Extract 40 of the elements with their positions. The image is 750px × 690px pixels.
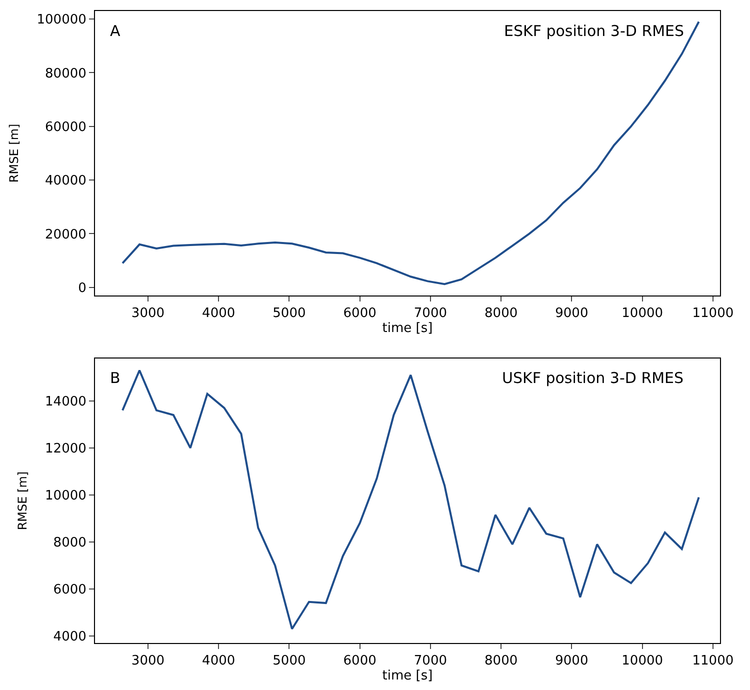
- line-series: [122, 369, 700, 630]
- x-tick-label: 6000: [343, 306, 376, 321]
- x-tick-label: 3000: [131, 306, 165, 321]
- y-axis-title: RMSE [m]: [15, 471, 30, 530]
- y-axis-title: RMSE [m]: [7, 124, 22, 183]
- x-tick-label: 10000: [622, 654, 663, 669]
- annotation: B: [110, 369, 120, 387]
- y-tick-label: 40000: [45, 174, 86, 189]
- x-tick-label: 11000: [692, 306, 734, 321]
- x-tick-label: 4000: [202, 306, 236, 321]
- y-tick-label: 80000: [45, 66, 86, 82]
- y-tick-label: 20000: [45, 227, 86, 242]
- annotation: ESKF position 3-D RMES: [504, 22, 684, 40]
- x-tick-label: 8000: [484, 654, 518, 669]
- x-tick-label: 9000: [555, 654, 588, 669]
- y-tick-label: 8000: [53, 535, 86, 550]
- x-axis-title: time [s]: [382, 321, 433, 336]
- x-tick-label: 6000: [343, 654, 376, 669]
- y-tick-label: 14000: [45, 394, 86, 410]
- y-tick-label: 0: [78, 280, 86, 296]
- y-tick-label: 60000: [45, 120, 86, 135]
- x-tick-label: 3000: [131, 654, 165, 669]
- y-tick-label: 100000: [36, 12, 86, 28]
- x-tick-label: 7000: [414, 654, 447, 669]
- line-series: [122, 20, 700, 286]
- x-tick-label: 8000: [484, 306, 518, 321]
- y-tick-label: 4000: [53, 630, 86, 644]
- y-tick-label: 10000: [45, 488, 86, 504]
- annotation: A: [110, 22, 121, 40]
- annotation: USKF position 3-D RMES: [502, 369, 684, 387]
- y-tick-label: 6000: [53, 582, 86, 598]
- x-axis-title: time [s]: [382, 668, 433, 684]
- x-tick-label: 9000: [555, 306, 588, 321]
- y-tick-label: 12000: [45, 441, 86, 456]
- x-tick-label: 5000: [272, 306, 306, 321]
- x-tick-label: 5000: [272, 654, 306, 669]
- x-tick-label: 11000: [692, 654, 734, 669]
- x-tick-label: 4000: [202, 654, 236, 669]
- x-tick-label: 7000: [414, 306, 447, 321]
- x-tick-label: 10000: [622, 306, 663, 321]
